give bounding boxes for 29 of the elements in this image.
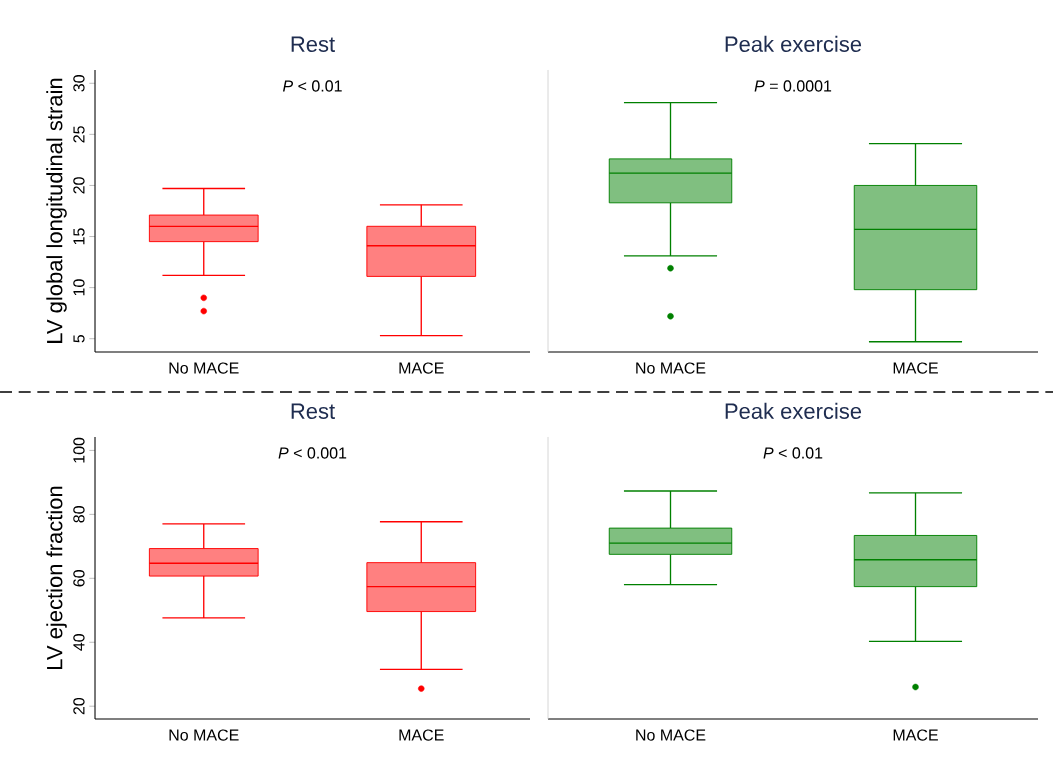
x-tick-label: No MACE	[636, 729, 706, 741]
chart-title: Rest	[291, 36, 335, 52]
y-axis-title: LV global longitudinal strain	[46, 78, 67, 343]
chart-title: Rest	[291, 403, 335, 419]
y-tick-label: 80	[73, 506, 85, 523]
chart-title: Peak exercise	[725, 402, 862, 419]
annotation: P < 0.001	[278, 447, 347, 459]
y-tick-label: 10	[73, 279, 85, 296]
annotation: P = 0.0001	[754, 80, 832, 92]
y-tick-label: 40	[73, 633, 85, 651]
y-tick-label: 25	[73, 126, 85, 143]
y-tick-label: 100	[73, 437, 85, 463]
x-tick-label: MACE	[399, 362, 444, 374]
x-tick-label: No MACE	[169, 729, 239, 741]
annotation: P < 0.01	[763, 447, 823, 459]
chart-title: Peak exercise	[725, 35, 862, 52]
y-tick-label: 30	[73, 74, 85, 92]
x-tick-label: MACE	[893, 362, 938, 374]
x-tick-label: No MACE	[169, 362, 239, 374]
x-tick-label: MACE	[893, 729, 938, 741]
y-tick-label: 15	[73, 228, 85, 245]
y-axis-title: LV ejection fraction	[46, 486, 67, 669]
x-tick-label: MACE	[399, 729, 444, 741]
y-tick-label: 60	[73, 570, 85, 587]
annotation: P < 0.01	[282, 80, 342, 92]
x-tick-label: No MACE	[636, 362, 706, 374]
y-tick-label: 5	[73, 334, 85, 343]
y-tick-label: 20	[73, 697, 85, 715]
y-tick-label: 20	[73, 177, 85, 194]
